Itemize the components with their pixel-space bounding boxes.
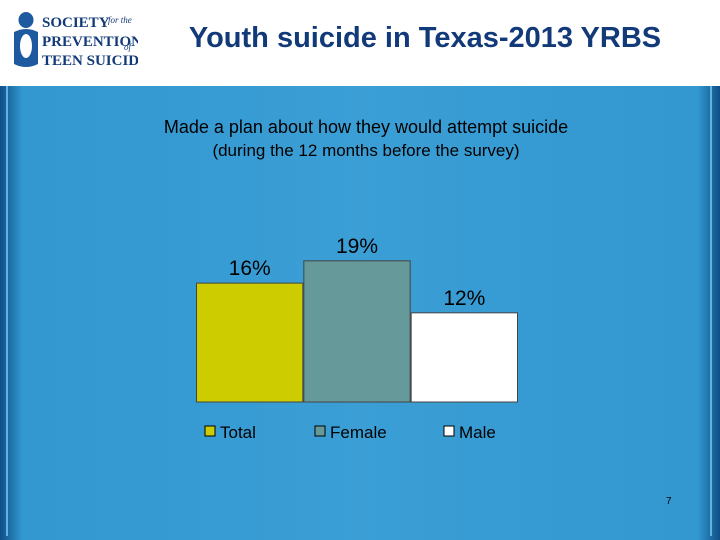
svg-text:of: of [124, 42, 133, 52]
legend-swatch-female [314, 425, 326, 437]
data-label-male: 12% [443, 287, 485, 310]
page-number: 7 [666, 496, 672, 507]
legend-swatch-total [204, 425, 216, 437]
data-label-female: 19% [336, 235, 378, 258]
slide-title: Youth suicide in Texas-2013 YRBS [188, 22, 662, 54]
svg-text:TEEN SUICIDE: TEEN SUICIDE [42, 53, 138, 69]
chart-subtitle: (during the 12 months before the survey) [212, 141, 520, 160]
svg-text:PREVENTION: PREVENTION [42, 34, 138, 50]
bar-female [303, 260, 411, 403]
svg-text:SOCIETY: SOCIETY [42, 15, 110, 31]
spts-logo: SOCIETY for the PREVENTION of TEEN SUICI… [14, 12, 138, 69]
bar-total [196, 282, 304, 403]
legend-swatch-male [443, 425, 455, 437]
bar-male [410, 312, 518, 403]
content-panel-border [6, 86, 712, 536]
chart-title: Made a plan about how they would attempt… [163, 117, 569, 137]
legend-label-total: Total [220, 423, 256, 442]
data-label-total: 16% [229, 257, 271, 280]
legend-label-female: Female [330, 423, 387, 442]
header: SOCIETY for the PREVENTION of TEEN SUICI… [0, 0, 720, 86]
legend-label-male: Male [459, 423, 496, 442]
svg-text:for the: for the [108, 15, 132, 25]
